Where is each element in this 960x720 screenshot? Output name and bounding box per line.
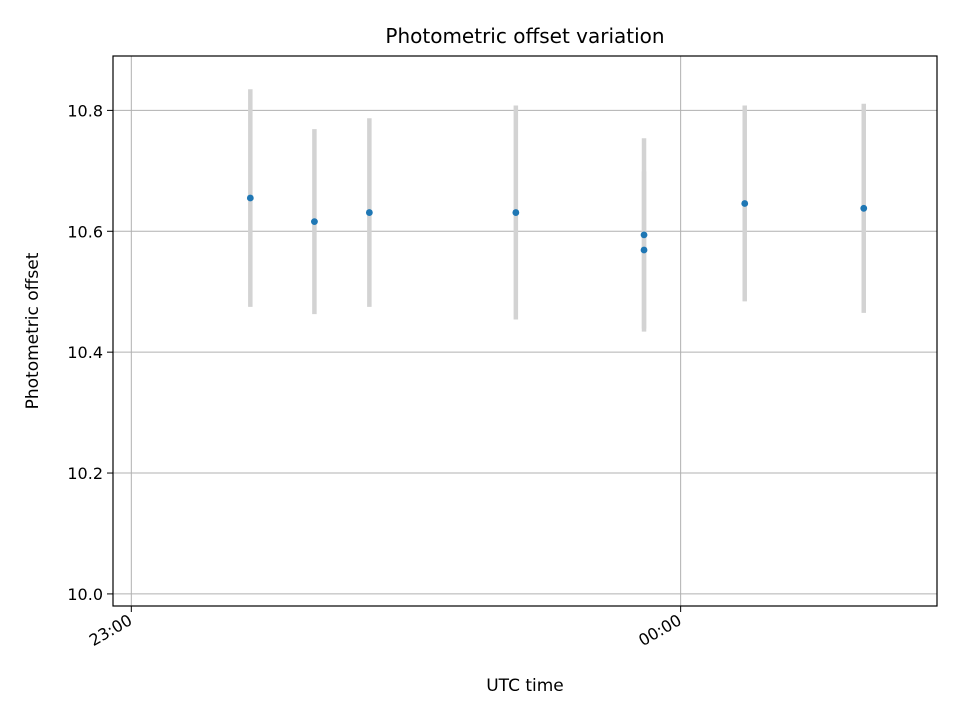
y-axis-label: Photometric offset (23, 252, 43, 409)
data-point (640, 231, 648, 239)
data-point (512, 209, 520, 216)
y-tick-label: 10.6 (67, 222, 103, 241)
y-tick-label: 10.8 (67, 101, 103, 120)
x-axis-label: UTC time (486, 676, 564, 696)
y-axis-ticks: 10.0 10.2 10.4 10.6 10.8 (67, 101, 113, 604)
data-points (246, 194, 868, 254)
chart-title: Photometric offset variation (385, 24, 664, 48)
y-tick-label: 10.2 (67, 464, 103, 483)
data-point (860, 204, 868, 212)
data-point (741, 200, 749, 207)
data-point (365, 209, 373, 216)
y-tick-label: 10.0 (67, 585, 103, 604)
data-point (246, 194, 254, 202)
data-point (311, 218, 318, 226)
data-point (640, 246, 648, 254)
y-tick-label: 10.4 (67, 343, 103, 362)
plot-frame (112, 55, 938, 607)
